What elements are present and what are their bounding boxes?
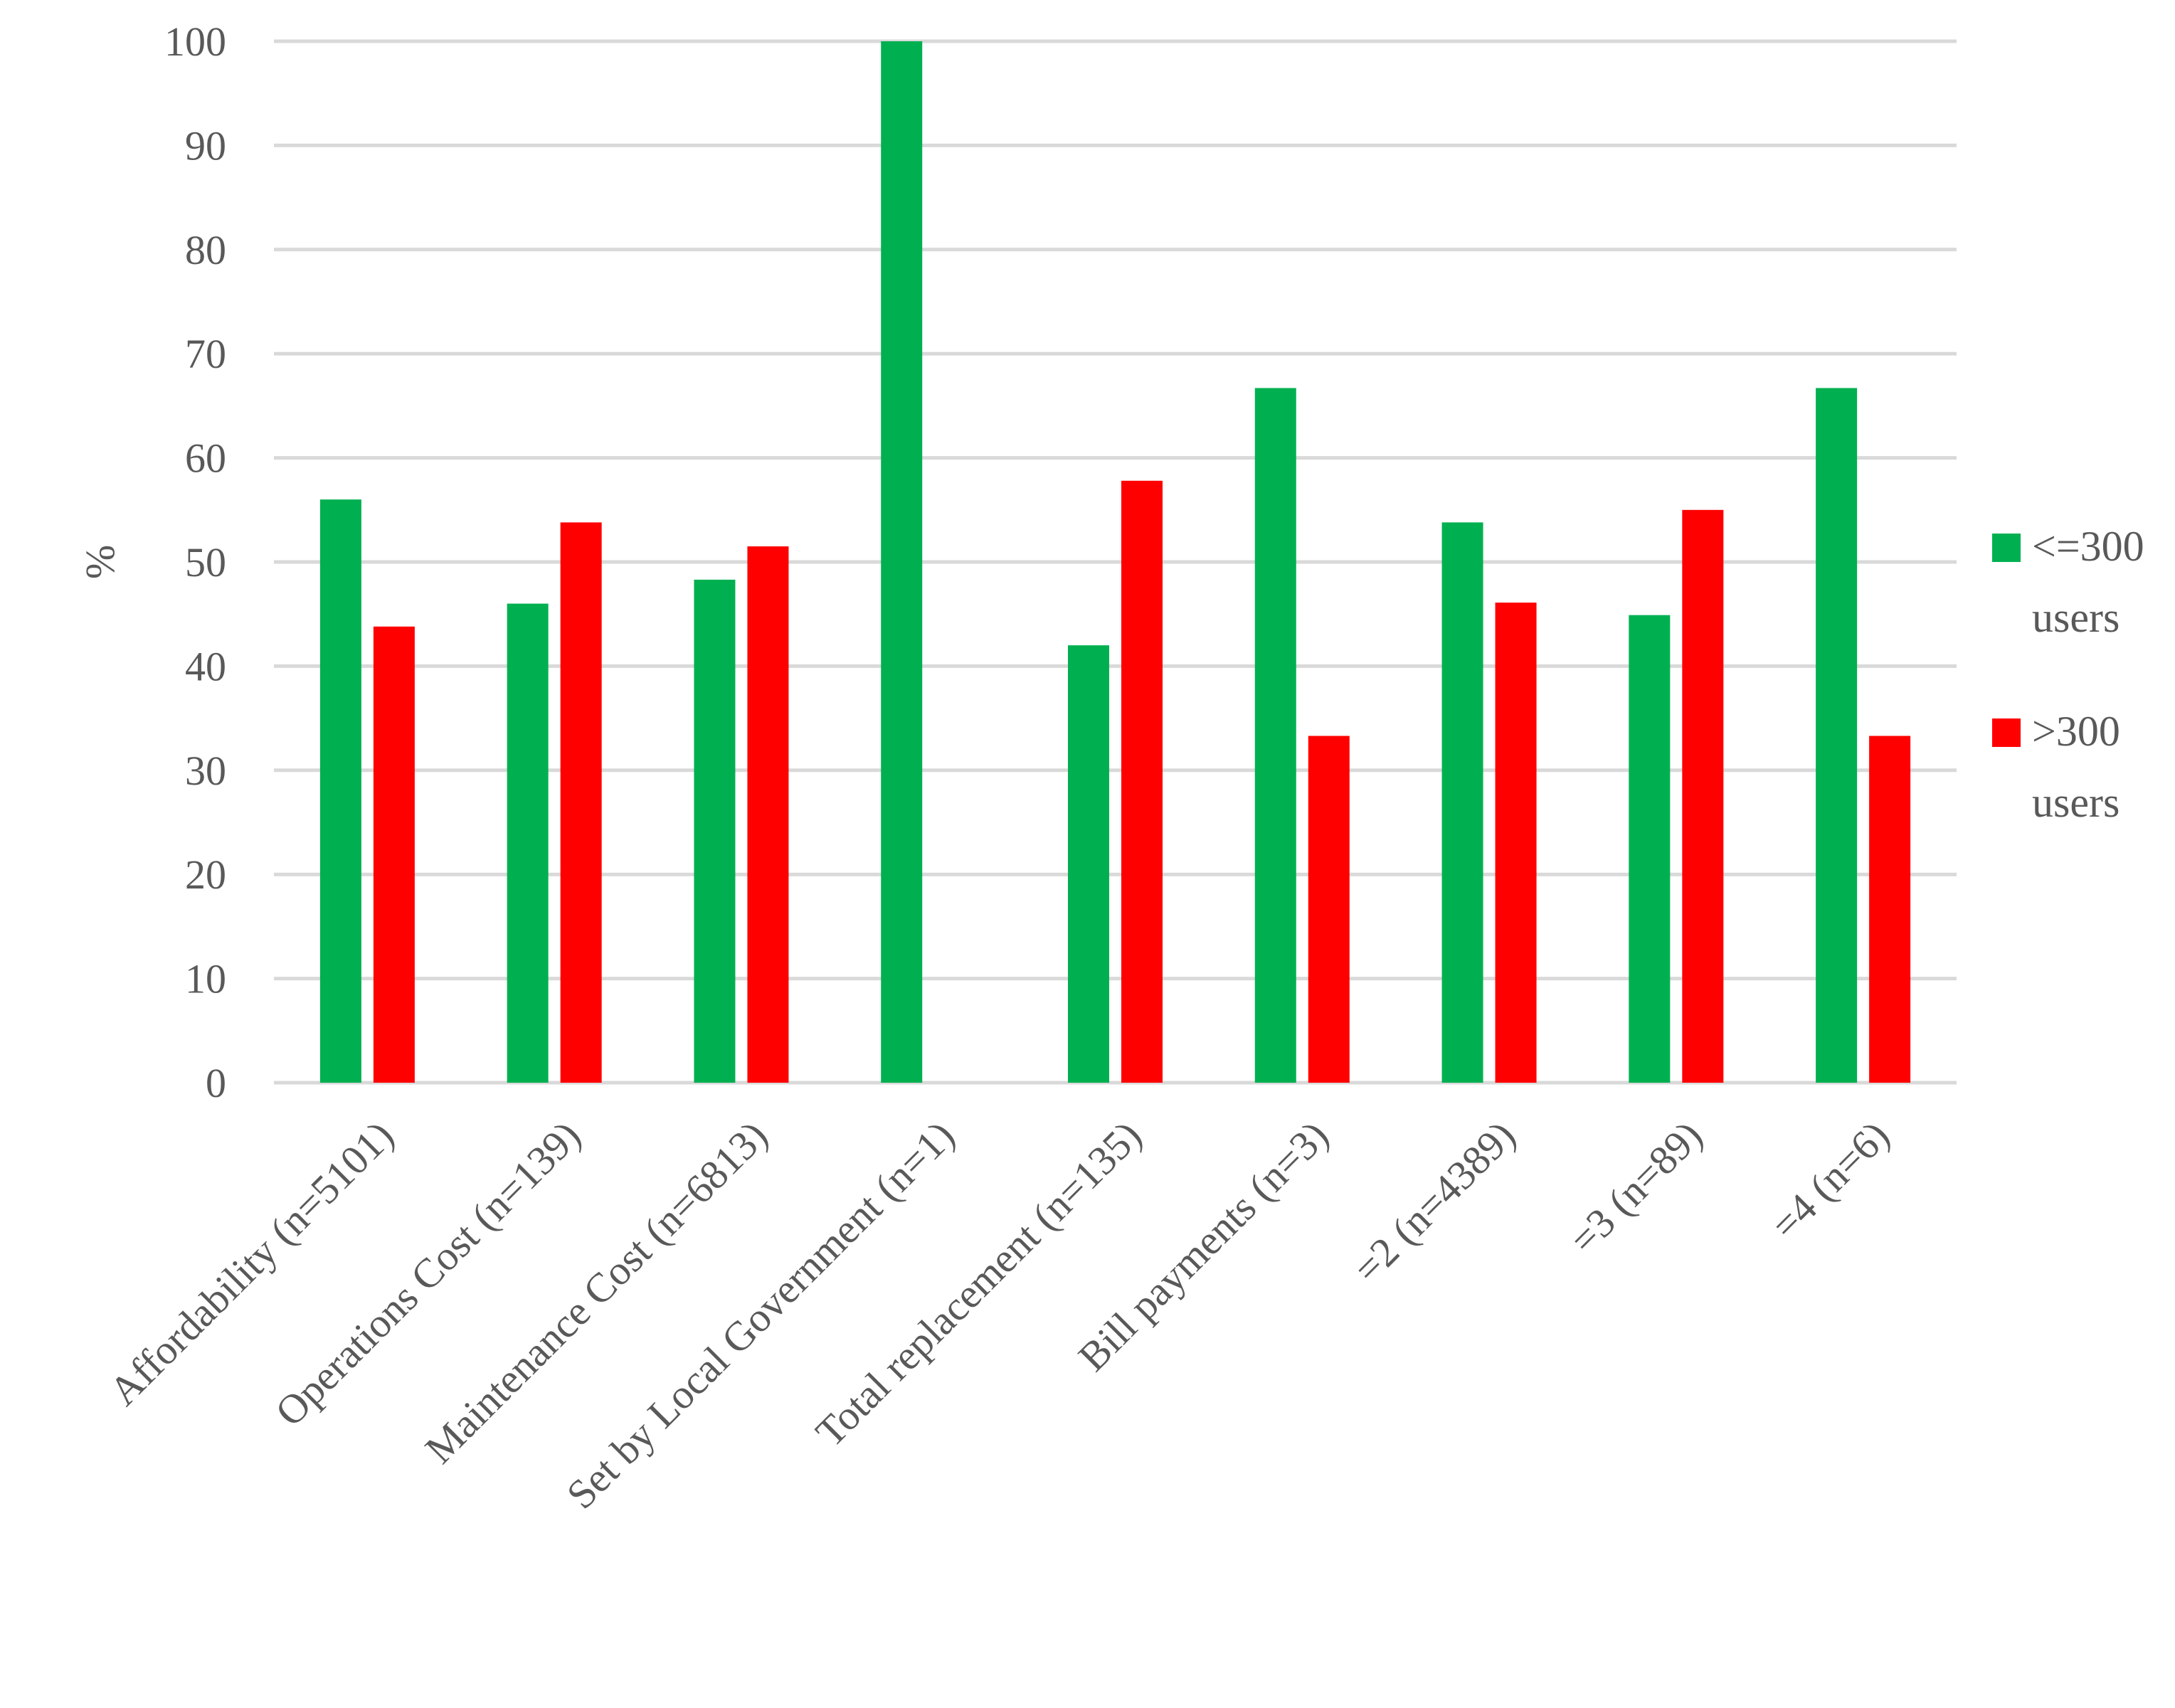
legend-label: >300	[2032, 708, 2120, 755]
legend-label: <=300	[2032, 523, 2144, 570]
y-tick-label: 0	[206, 1060, 226, 1106]
y-tick-label: 70	[185, 331, 226, 377]
bar	[1495, 603, 1537, 1083]
legend-swatch	[1992, 534, 2021, 562]
bar	[1068, 645, 1109, 1083]
y-axis-ticks: 0 10 20 30 40 50 60 70 80 90 100	[164, 18, 226, 1106]
y-tick-label: 10	[185, 956, 226, 1002]
x-category-label: Total replacement (n=135)	[807, 1112, 1150, 1455]
gridlines	[274, 39, 1957, 1085]
bar	[1121, 480, 1163, 1083]
x-category-label: =2 (n=4389)	[1344, 1112, 1524, 1292]
legend-label: users	[2032, 594, 2120, 641]
legend-swatch	[1992, 718, 2021, 747]
bar	[1308, 736, 1350, 1083]
bar	[319, 499, 361, 1083]
x-category-label: Operations Cost (n=139)	[266, 1112, 589, 1435]
y-tick-label: 30	[185, 748, 226, 794]
bar	[507, 603, 549, 1083]
y-axis-title: %	[77, 545, 123, 579]
bar	[1816, 388, 1858, 1083]
bar	[560, 522, 602, 1083]
x-axis-category-labels: Affordability (n=5101)Operations Cost (n…	[100, 1112, 1898, 1517]
y-tick-label: 80	[185, 227, 226, 273]
x-category-label: Maintenance Cost (n=6813)	[416, 1112, 776, 1472]
bar	[747, 546, 789, 1083]
y-tick-label: 50	[185, 539, 226, 585]
bars	[319, 41, 1911, 1083]
legend-label: users	[2032, 779, 2120, 826]
y-tick-label: 60	[185, 435, 226, 482]
bar	[373, 626, 415, 1083]
bar	[881, 41, 923, 1083]
y-tick-label: 100	[164, 18, 226, 65]
y-tick-label: 40	[185, 643, 226, 689]
bar	[1629, 615, 1671, 1083]
y-tick-label: 20	[185, 852, 226, 898]
y-tick-label: 90	[185, 122, 226, 169]
bar	[694, 579, 736, 1083]
bar	[1254, 388, 1296, 1083]
bar	[1869, 736, 1911, 1083]
x-category-label: =3 (n=89)	[1560, 1112, 1711, 1263]
x-category-label: =4 (n=6)	[1762, 1112, 1898, 1248]
legend: <=300 users >300 users	[1992, 523, 2144, 826]
bar	[1441, 522, 1483, 1083]
x-category-label: Set by Local Government (n=1)	[558, 1112, 963, 1517]
bar	[1682, 509, 1724, 1083]
